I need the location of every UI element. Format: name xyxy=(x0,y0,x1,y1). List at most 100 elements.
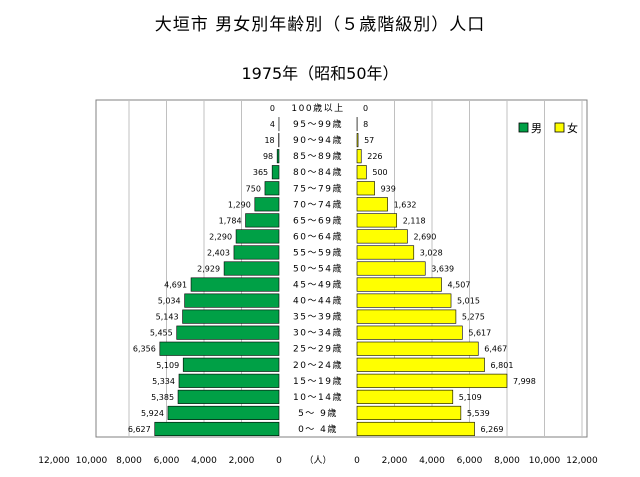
male-value-label: 98 xyxy=(263,152,273,161)
bar-male xyxy=(177,389,280,404)
female-value-label: 6,467 xyxy=(484,345,507,354)
female-value-label: 5,015 xyxy=(457,297,480,306)
age-group-label: 0～ 4歳 xyxy=(298,423,338,435)
age-group-label: 90～94歳 xyxy=(293,134,343,146)
male-value-label: 5,034 xyxy=(158,297,181,306)
bar-female xyxy=(356,229,408,244)
female-value-label: 6,269 xyxy=(481,425,504,434)
bar-female xyxy=(356,181,375,196)
x-tick-label-female: 12,000 xyxy=(566,456,598,466)
bar-male xyxy=(254,197,280,212)
female-value-label: 939 xyxy=(381,184,396,193)
age-group-label: 35～39歳 xyxy=(293,311,343,323)
age-group-label: 60～64歳 xyxy=(293,230,343,242)
female-value-label: 3,639 xyxy=(431,265,454,274)
age-group-label: 20～24歳 xyxy=(293,359,343,371)
x-tick-label-female: 10,000 xyxy=(529,456,561,466)
legend-swatch-female xyxy=(554,122,565,133)
x-tick-label-male: 0 xyxy=(276,456,282,466)
age-group-label: 50～54歳 xyxy=(293,263,343,275)
bar-female xyxy=(356,277,442,292)
bar-female xyxy=(356,293,452,308)
bar-female xyxy=(356,197,388,212)
bar-male xyxy=(245,213,280,228)
female-value-label: 226 xyxy=(367,152,382,161)
x-tick-label-female: 2,000 xyxy=(382,456,408,466)
bar-female xyxy=(356,357,485,372)
male-value-label: 1,784 xyxy=(219,216,242,225)
male-value-label: 5,109 xyxy=(156,361,179,370)
bar-male xyxy=(264,181,280,196)
age-group-label: 95～99歳 xyxy=(293,118,343,130)
age-group-label: 5～ 9歳 xyxy=(298,407,338,419)
male-value-label: 5,385 xyxy=(151,393,174,402)
male-value-label: 5,455 xyxy=(150,329,173,338)
female-value-label: 500 xyxy=(372,168,387,177)
female-value-label: 57 xyxy=(364,136,374,145)
age-group-label: 100歳以上 xyxy=(291,102,344,114)
chart-subtitle: 1975年（昭和50年） xyxy=(241,64,399,83)
age-group-label: 70～74歳 xyxy=(293,198,343,210)
male-value-label: 1,290 xyxy=(228,200,251,209)
age-group-label: 25～29歳 xyxy=(293,343,343,355)
bar-male xyxy=(182,309,280,324)
male-value-label: 6,627 xyxy=(128,425,151,434)
legend-swatch-male xyxy=(518,122,529,133)
x-tick-label-male: 2,000 xyxy=(229,456,255,466)
age-group-label: 10～14歳 xyxy=(293,391,343,403)
male-value-label: 4,691 xyxy=(164,281,187,290)
female-value-label: 8 xyxy=(363,120,368,129)
x-axis-unit-label: （人） xyxy=(304,455,331,466)
bar-male xyxy=(176,325,280,340)
age-group-label: 40～44歳 xyxy=(293,295,343,307)
bar-female xyxy=(356,373,508,388)
bar-female xyxy=(356,405,462,420)
x-tick-label-male: 4,000 xyxy=(191,456,217,466)
female-value-label: 1,632 xyxy=(394,200,417,209)
age-group-label: 80～84歳 xyxy=(293,166,343,178)
male-value-label: 5,924 xyxy=(141,409,164,418)
male-value-label: 0 xyxy=(270,104,275,113)
female-value-label: 5,617 xyxy=(468,329,491,338)
female-value-label: 6,801 xyxy=(491,361,514,370)
bar-male xyxy=(190,277,280,292)
age-group-label: 30～34歳 xyxy=(293,327,343,339)
bar-female xyxy=(356,325,463,340)
x-tick-label-male: 10,000 xyxy=(76,456,108,466)
legend-label-female: 女 xyxy=(567,121,578,135)
female-value-label: 0 xyxy=(363,104,368,113)
bar-male xyxy=(184,293,280,308)
bar-female xyxy=(356,165,367,180)
bar-male xyxy=(276,149,280,164)
bar-female xyxy=(356,213,398,228)
bar-male xyxy=(235,229,280,244)
x-tick-label-female: 8,000 xyxy=(494,456,520,466)
age-group-label: 65～69歳 xyxy=(293,214,343,226)
bar-male xyxy=(159,341,280,356)
male-value-label: 5,334 xyxy=(152,377,175,386)
x-tick-label-female: 6,000 xyxy=(457,456,483,466)
x-tick-label-male: 6,000 xyxy=(154,456,180,466)
bar-male xyxy=(223,261,280,276)
age-group-label: 75～79歳 xyxy=(293,182,343,194)
age-group-label: 85～89歳 xyxy=(293,150,343,162)
female-value-label: 5,109 xyxy=(459,393,482,402)
bar-male xyxy=(178,373,280,388)
female-value-label: 7,998 xyxy=(513,377,536,386)
bar-male xyxy=(154,421,280,437)
bar-male xyxy=(233,245,280,260)
x-tick-label-male: 8,000 xyxy=(116,456,142,466)
female-value-label: 3,028 xyxy=(420,248,443,257)
x-tick-label-male: 12,000 xyxy=(38,456,70,466)
male-value-label: 18 xyxy=(264,136,274,145)
male-value-label: 5,143 xyxy=(156,313,179,322)
legend-label-male: 男 xyxy=(531,122,542,135)
bar-female xyxy=(356,389,454,404)
bar-female xyxy=(356,309,457,324)
bar-female xyxy=(356,261,426,276)
male-value-label: 2,290 xyxy=(209,232,232,241)
age-group-label: 55～59歳 xyxy=(293,246,343,258)
bar-female xyxy=(356,133,359,148)
male-value-label: 365 xyxy=(253,168,268,177)
